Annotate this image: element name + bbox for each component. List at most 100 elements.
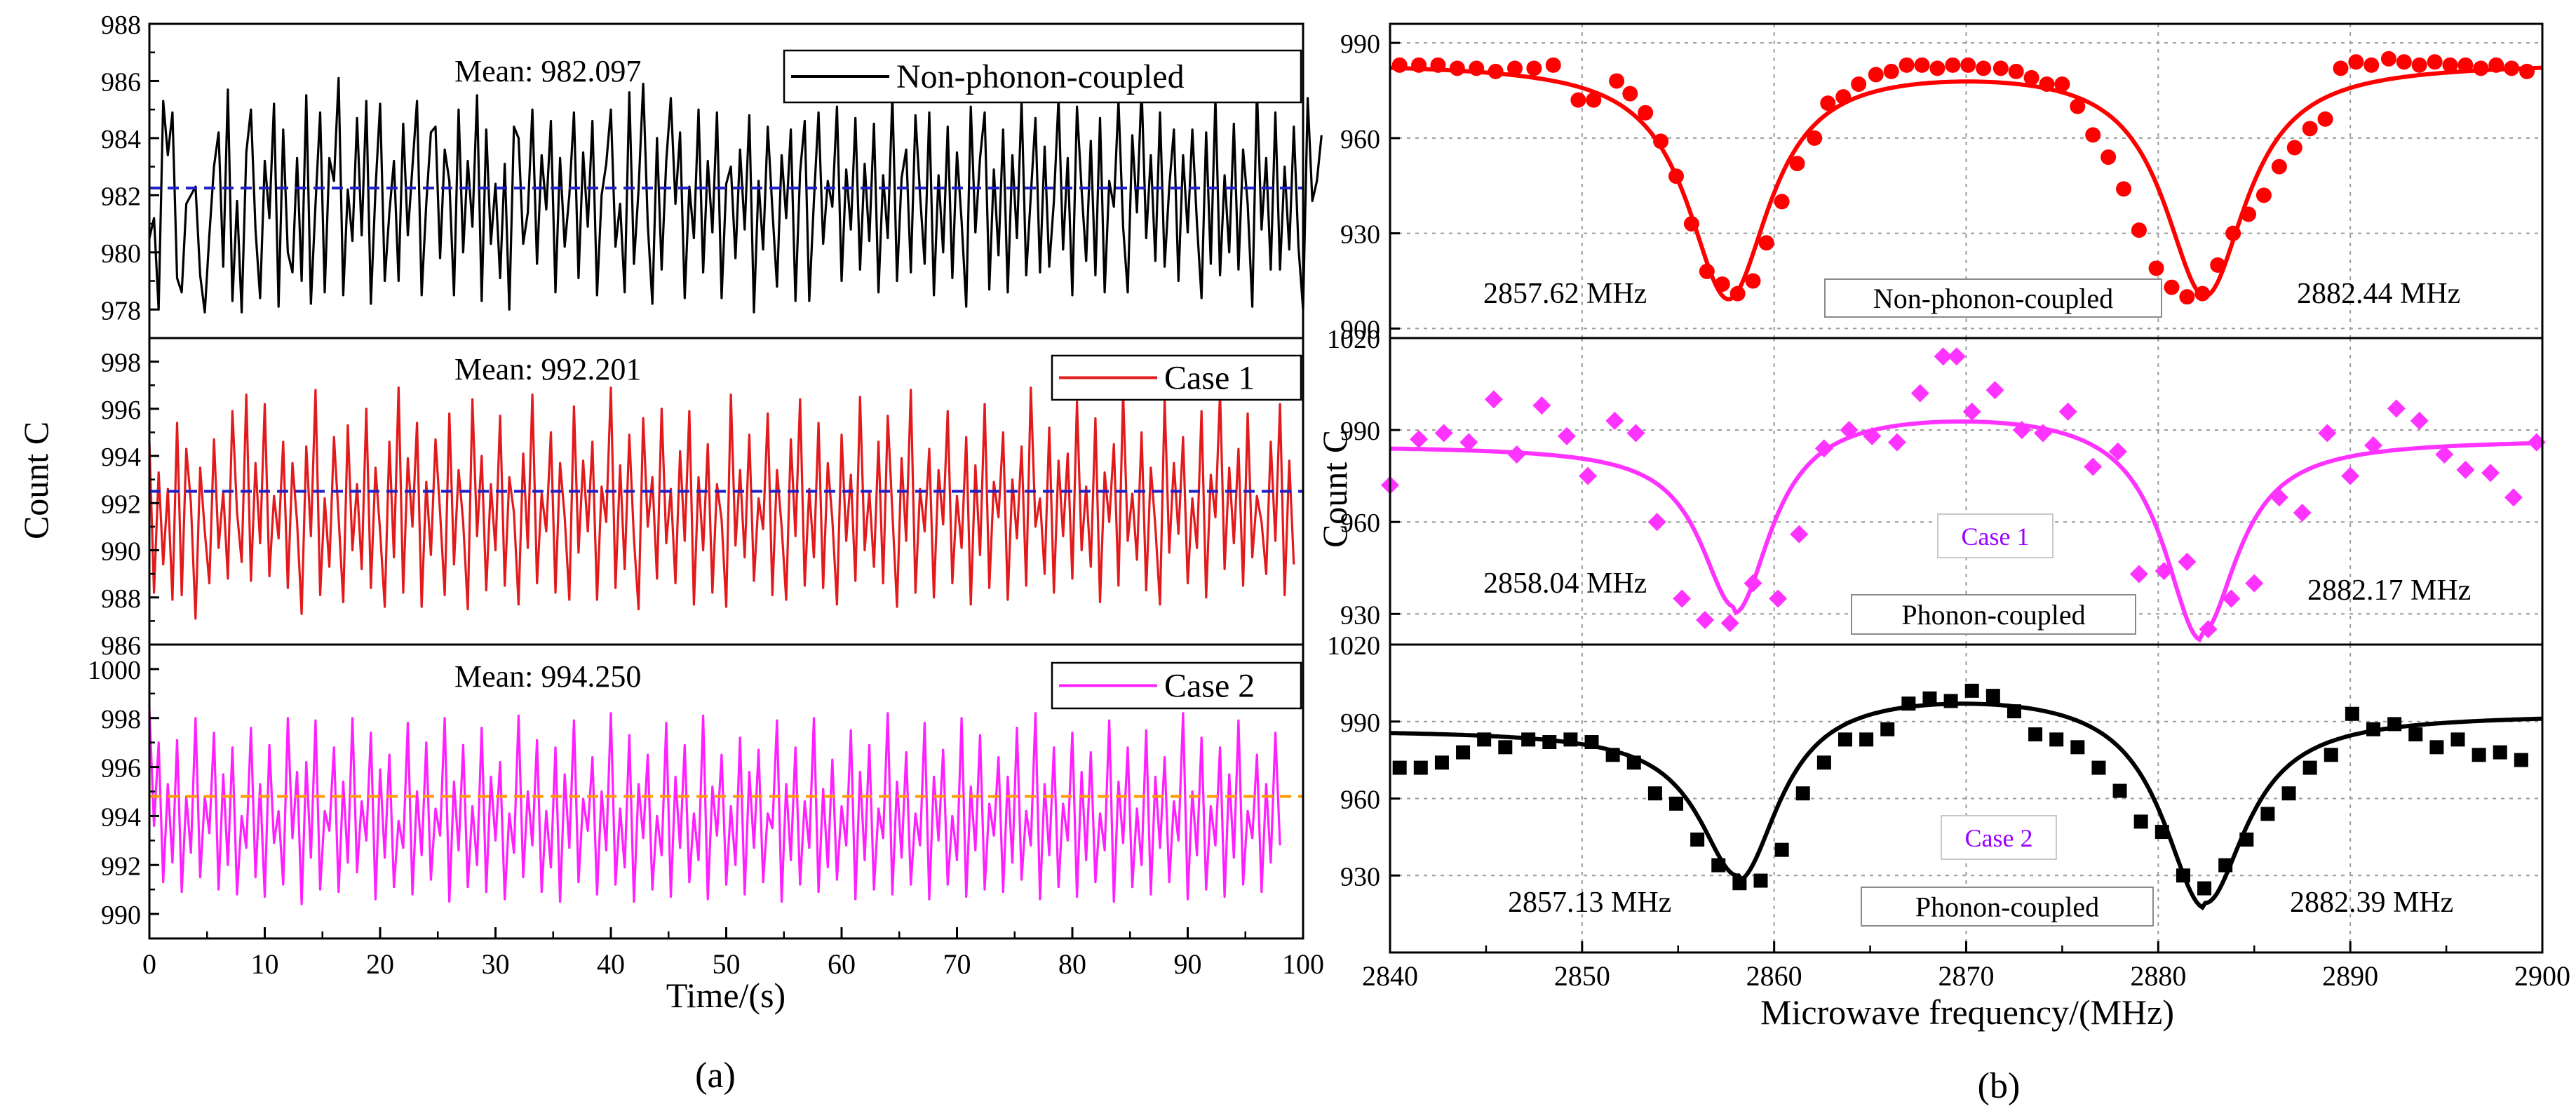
- a-mean-label-2: Mean: 992.201: [454, 352, 641, 386]
- b-data-point: [1837, 732, 1852, 747]
- b-data-point: [1557, 426, 1576, 445]
- b-data-point: [2472, 748, 2486, 762]
- b-data-point: [2218, 858, 2233, 873]
- b-box-2: [1851, 594, 2136, 635]
- b-data-point: [1880, 722, 1895, 736]
- b-data-point: [2488, 57, 2504, 73]
- b-data-point: [1668, 168, 1685, 184]
- b-data-point: [1434, 755, 1449, 770]
- a-ytick-label: 986: [101, 631, 141, 661]
- b-data-point: [2519, 63, 2535, 79]
- b-data-point: [1859, 732, 1874, 747]
- b-data-point: [1507, 445, 1526, 464]
- b-data-point: [2179, 289, 2195, 305]
- b-data-point: [1914, 57, 1930, 73]
- b-data-point: [2091, 760, 2106, 775]
- b-box-3: [1861, 887, 2154, 927]
- b-data-point: [1669, 796, 1684, 811]
- b-data-point: [1929, 60, 1946, 76]
- b-data-point: [2222, 589, 2241, 608]
- a-ytick-label: 998: [101, 349, 141, 378]
- b-data-point: [1696, 611, 1715, 630]
- a-legend-label-3: Case 2: [1164, 668, 1255, 705]
- b-box-label-3: Phonon-coupled: [1915, 891, 2099, 923]
- b-data-point: [1542, 735, 1557, 750]
- b-data-point: [1922, 691, 1937, 706]
- b-data-point: [2318, 424, 2337, 443]
- a-ytick-label: 994: [101, 443, 141, 472]
- b-case-label-3: Case 2: [1965, 824, 2033, 852]
- b-data-point: [1732, 876, 1747, 891]
- b-dip-left-label-3: 2857.13 MHz: [1508, 887, 1671, 919]
- b-ytick-label: 990: [1340, 417, 1380, 446]
- b-ytick-label: 960: [1340, 786, 1380, 815]
- a-mean-label-3: Mean: 994.250: [454, 659, 641, 694]
- b-data-point: [1622, 86, 1638, 102]
- b-ytick-label: 960: [1340, 125, 1380, 154]
- b-ytick-label: 930: [1340, 220, 1380, 250]
- a-ytick-label: 998: [101, 705, 141, 734]
- b-xtick-label: 2870: [1938, 960, 1995, 992]
- b-fit-curve-2: [1390, 419, 2542, 643]
- b-data-point: [2197, 881, 2212, 896]
- b-data-point: [2034, 424, 2053, 443]
- b-data-point: [1985, 689, 2000, 703]
- b-data-point: [1807, 130, 1823, 146]
- b-data-point: [1563, 732, 1578, 747]
- b-data-point: [1605, 748, 1620, 762]
- chart-a: 978 980 982 984 986 988 Mean: 982.097 Non-phono…: [16, 11, 1324, 1096]
- b-ytick-label: 1020: [1327, 631, 1380, 661]
- b-data-point: [1586, 92, 1602, 108]
- b-box-label-1: Non-phonon-coupled: [1873, 283, 2113, 314]
- b-data-point: [2070, 740, 2085, 755]
- a-xtick-label: 100: [1282, 948, 1324, 980]
- b-data-point: [2039, 76, 2055, 92]
- b-data-point: [2210, 257, 2226, 273]
- b-data-point: [1410, 430, 1429, 449]
- b-data-point: [1506, 60, 1523, 76]
- b-data-point: [1498, 740, 1513, 755]
- b-data-point: [2473, 60, 2489, 76]
- a-ytick-label: 982: [101, 182, 141, 211]
- a-series-line-3: [148, 708, 1281, 905]
- b-data-point: [2442, 57, 2458, 73]
- a-ytick-label: 992: [101, 851, 141, 881]
- b-data-point: [1647, 513, 1666, 532]
- b-data-point: [1795, 786, 1810, 801]
- b-data-point: [2028, 727, 2043, 742]
- b-data-point: [2456, 460, 2475, 479]
- b-ytick-label: 930: [1340, 862, 1380, 891]
- b-data-point: [2260, 807, 2275, 821]
- b-data-point: [1868, 67, 1884, 83]
- b-data-point: [2286, 140, 2302, 156]
- b-dip-right-label-3: 2882.39 MHz: [2290, 887, 2453, 919]
- a-xtick-label: 20: [366, 948, 394, 980]
- b-data-point: [2408, 727, 2423, 742]
- b-data-point: [1729, 285, 1746, 302]
- b-data-point: [1985, 381, 2004, 400]
- b-case-box-3: [1941, 815, 2057, 860]
- b-data-point: [2527, 433, 2546, 452]
- b-ytick-label: 1020: [1327, 325, 1380, 354]
- b-data-point: [2271, 159, 2287, 175]
- b-data-point: [2504, 60, 2520, 76]
- b-data-point: [2116, 181, 2132, 197]
- b-data-point: [1910, 384, 1929, 403]
- b-data-point: [1758, 235, 1774, 251]
- b-data-point: [2457, 57, 2474, 73]
- b-data-point: [1683, 216, 1699, 232]
- b-data-point: [1626, 424, 1645, 443]
- b-data-point: [2411, 57, 2427, 73]
- b-data-point: [2450, 732, 2465, 747]
- b-data-point: [2070, 98, 2086, 114]
- b-data-point: [1947, 347, 1966, 366]
- b-data-point: [1790, 525, 1809, 544]
- b-data-point: [2333, 60, 2349, 76]
- b-data-point: [2387, 717, 2402, 732]
- b-data-point: [1626, 755, 1641, 770]
- b-data-point: [1960, 57, 1976, 73]
- b-data-point: [1789, 156, 1805, 172]
- b-data-point: [1690, 833, 1705, 847]
- b-fit-curve-3: [1390, 701, 2542, 911]
